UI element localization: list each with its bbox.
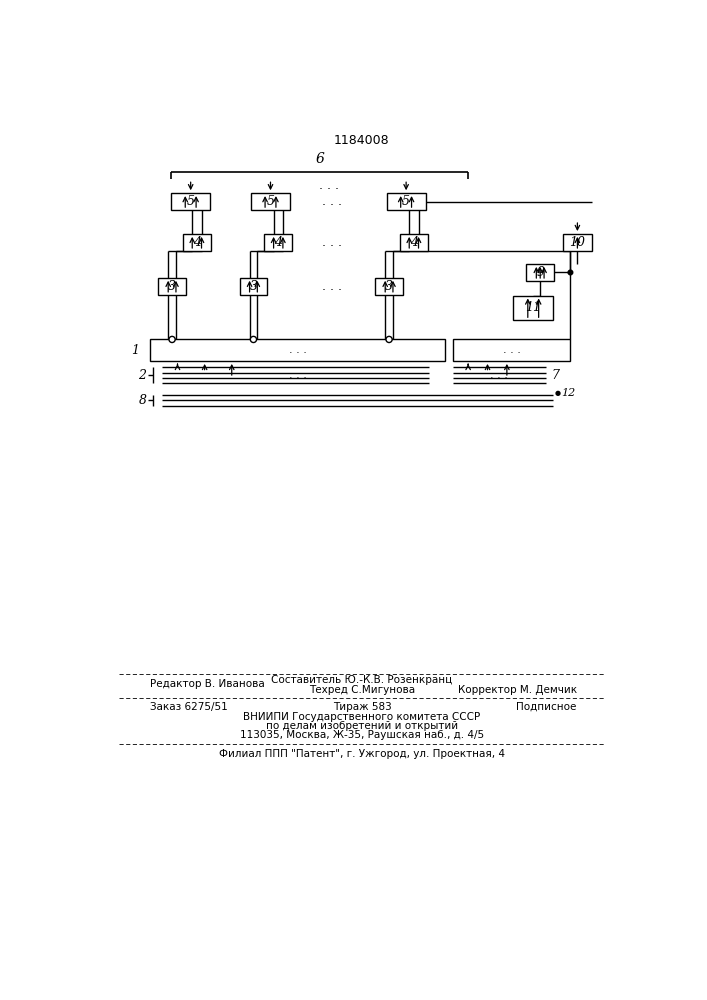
Bar [158, 278, 186, 295]
Bar [563, 234, 592, 251]
Bar [387, 193, 426, 210]
Text: . . .: . . . [322, 236, 342, 249]
Text: . . .: . . . [288, 345, 307, 355]
Text: 4: 4 [274, 236, 282, 249]
Bar [375, 278, 403, 295]
Text: 4: 4 [410, 236, 418, 249]
Circle shape [169, 336, 175, 343]
Text: Составитель Ю.-К.В. Розенкранц: Составитель Ю.-К.В. Розенкранц [271, 675, 452, 685]
Bar [240, 278, 267, 295]
Text: 6: 6 [315, 152, 324, 166]
Text: . . .: . . . [319, 179, 339, 192]
Bar [171, 193, 210, 210]
Bar [264, 234, 292, 251]
Text: . . .: . . . [490, 370, 508, 380]
Text: 10: 10 [569, 236, 585, 249]
Text: 3: 3 [385, 280, 393, 293]
Text: 5: 5 [267, 195, 274, 208]
Bar [151, 339, 445, 361]
Text: 12: 12 [561, 388, 575, 398]
Text: Филиал ППП "Патент", г. Ужгород, ул. Проектная, 4: Филиал ППП "Патент", г. Ужгород, ул. Про… [219, 749, 505, 759]
Text: 9: 9 [536, 266, 544, 279]
Circle shape [568, 270, 573, 275]
Text: . . .: . . . [503, 345, 520, 355]
Text: Подписное: Подписное [516, 702, 577, 712]
Bar [452, 339, 571, 361]
Circle shape [386, 336, 392, 343]
Text: 113035, Москва, Ж-35, Раушская наб., д. 4/5: 113035, Москва, Ж-35, Раушская наб., д. … [240, 730, 484, 740]
Text: Заказ 6275/51: Заказ 6275/51 [151, 702, 228, 712]
Bar [513, 296, 554, 320]
Text: 4: 4 [193, 236, 201, 249]
Text: Редактор В. Иванова: Редактор В. Иванова [151, 679, 265, 689]
Text: 1184008: 1184008 [334, 134, 390, 147]
Text: 8: 8 [139, 394, 146, 407]
Bar [526, 264, 554, 281]
Bar [400, 234, 428, 251]
Circle shape [250, 336, 257, 343]
Text: Корректор М. Демчик: Корректор М. Демчик [457, 685, 577, 695]
Text: по делам изобретений и открытий: по делам изобретений и открытий [266, 721, 458, 731]
Text: 11: 11 [525, 301, 542, 314]
Text: Техред С.Мигунова: Техред С.Мигунова [309, 685, 415, 695]
Text: . . .: . . . [288, 370, 307, 380]
Text: . . .: . . . [322, 280, 342, 293]
Text: 5: 5 [187, 195, 194, 208]
Circle shape [556, 391, 560, 395]
Text: Тираж 583: Тираж 583 [332, 702, 392, 712]
Text: ВНИИПИ Государственного комитета СССР: ВНИИПИ Государственного комитета СССР [243, 712, 481, 722]
Text: 2: 2 [139, 369, 146, 382]
Text: 1: 1 [131, 344, 139, 357]
Text: 7: 7 [551, 369, 559, 382]
Text: 3: 3 [250, 280, 257, 293]
Bar [251, 193, 290, 210]
Text: 3: 3 [168, 280, 176, 293]
Text: 5: 5 [402, 195, 410, 208]
Bar [183, 234, 211, 251]
Text: . . .: . . . [322, 195, 342, 208]
